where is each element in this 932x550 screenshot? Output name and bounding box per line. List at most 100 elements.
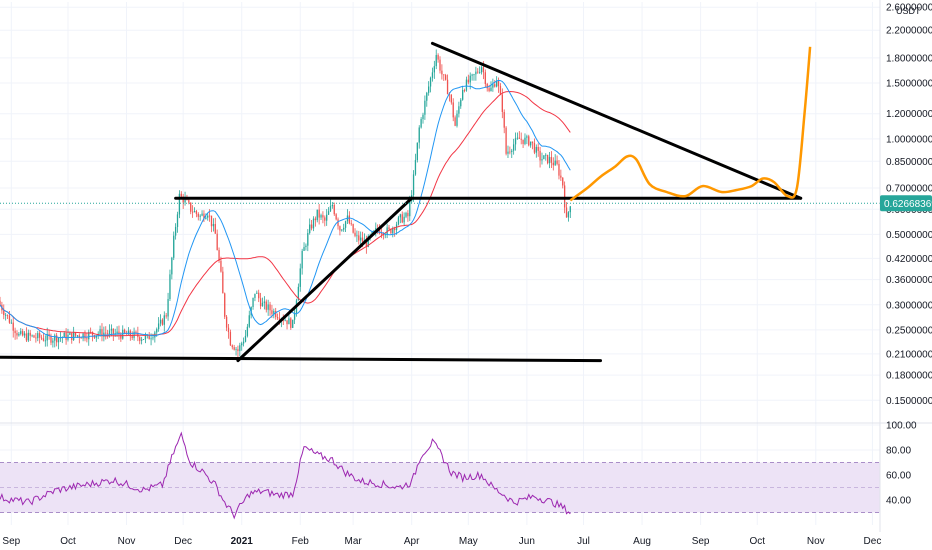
- candle-body: [361, 237, 364, 242]
- candle-body: [218, 250, 220, 261]
- candle-body: [248, 315, 250, 327]
- candle-body: [159, 319, 162, 324]
- candle-body: [429, 77, 432, 87]
- time-tick-label: Jun: [519, 536, 535, 547]
- candle-body: [335, 214, 337, 220]
- candle-body: [433, 66, 435, 73]
- candle-body: [29, 332, 31, 336]
- candle-body: [208, 215, 211, 217]
- candle-body: [33, 335, 35, 338]
- time-tick-label: Oct: [60, 536, 76, 547]
- candle-body: [375, 228, 377, 231]
- candle-body: [514, 138, 517, 145]
- candle-body: [522, 139, 524, 144]
- candle-body: [435, 55, 437, 67]
- candle-body: [348, 215, 351, 224]
- candle-body: [533, 143, 536, 153]
- time-tick-label: 2021: [231, 536, 254, 547]
- candle-body: [89, 331, 92, 333]
- candle-body: [460, 99, 462, 107]
- candle-body: [193, 210, 196, 213]
- candle-body: [356, 235, 358, 237]
- candle-body: [352, 224, 354, 233]
- candle-body: [12, 322, 14, 331]
- candle-body: [290, 318, 292, 328]
- time-tick-label: Nov: [807, 536, 825, 547]
- candle-body: [167, 299, 169, 317]
- rsi-axis[interactable]: 100.00 80.00 60.00 40.00: [886, 421, 917, 507]
- candle-body: [148, 334, 150, 340]
- candle-body: [288, 318, 290, 325]
- candle-body: [554, 160, 556, 166]
- candle-body: [422, 114, 424, 120]
- candle-body: [365, 239, 368, 247]
- candle-body: [275, 310, 277, 318]
- candle-body: [543, 155, 545, 160]
- last-price-tag-bg: [880, 195, 932, 212]
- candle-body: [65, 332, 67, 340]
- candle-body: [233, 347, 235, 350]
- candle-body: [309, 224, 311, 234]
- candle-body: [139, 337, 141, 341]
- candle-body: [195, 210, 198, 214]
- candle-body: [505, 127, 507, 154]
- candle-body: [197, 213, 199, 217]
- candle-body: [220, 260, 222, 272]
- candle-body: [46, 333, 48, 341]
- candle-body: [207, 215, 209, 218]
- time-tick-label: Dec: [174, 536, 192, 547]
- candle-body: [118, 331, 120, 335]
- candle-body: [31, 335, 33, 337]
- candle-body: [339, 226, 341, 231]
- candle-body: [131, 336, 133, 338]
- price-axis[interactable]: 2.60000000 2.20000000 1.80000000 1.50000000…: [886, 3, 932, 407]
- candle-body: [324, 217, 326, 221]
- candle-body: [446, 79, 449, 95]
- candle-body: [84, 333, 86, 339]
- candle-body: [105, 332, 107, 334]
- candle-body: [486, 83, 488, 89]
- candle-body: [418, 127, 420, 143]
- candle-body: [524, 137, 526, 144]
- candle-body: [133, 331, 135, 338]
- candle-body: [426, 92, 428, 101]
- price-tick-label: 2.20000000: [886, 26, 932, 37]
- candle-body: [545, 154, 547, 156]
- candle-body: [44, 340, 46, 342]
- candle-body: [320, 215, 322, 218]
- candle-body: [6, 314, 9, 316]
- candle-body: [263, 301, 266, 303]
- candle-body: [392, 228, 394, 234]
- candle-body: [337, 219, 339, 227]
- time-axis[interactable]: Sep Oct Nov Dec 2021 Feb Mar Apr May Jun Jul Aug Sep…: [2, 536, 881, 547]
- candle-body: [462, 90, 464, 100]
- candle-body: [142, 339, 145, 341]
- vertical-gridlines: [10, 2, 873, 525]
- candle-body: [441, 70, 443, 75]
- candle-body: [373, 230, 375, 232]
- price-tick-label: 2.60000000: [886, 3, 932, 14]
- candle-body: [72, 332, 75, 340]
- candle-body: [326, 214, 328, 221]
- candle-body: [475, 71, 477, 75]
- candle-body: [431, 72, 434, 78]
- candle-body: [484, 72, 486, 84]
- time-tick-label: Nov: [118, 536, 136, 547]
- candle-body: [88, 331, 90, 340]
- candle-body: [403, 216, 405, 223]
- rsi-tick-label: 80.00: [886, 446, 911, 457]
- candle-body: [242, 341, 245, 344]
- candle-body: [303, 247, 305, 251]
- candle-body: [214, 223, 216, 234]
- candle-body: [156, 329, 158, 333]
- candle-body: [52, 340, 54, 343]
- candle-body: [101, 329, 103, 337]
- ma-slow-series: [0, 90, 571, 337]
- time-tick-label: Dec: [864, 536, 882, 547]
- candle-body: [528, 136, 530, 146]
- candle-body: [560, 175, 562, 178]
